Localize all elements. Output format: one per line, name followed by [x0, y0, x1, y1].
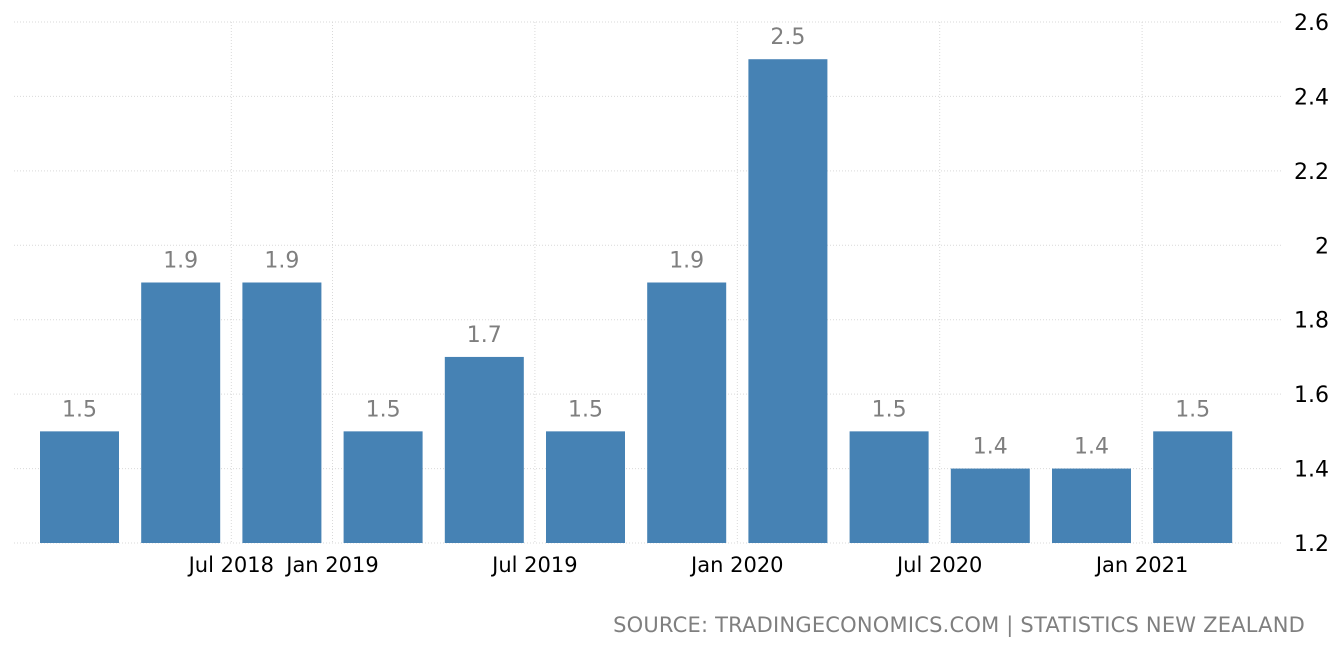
y-tick-label: 2.4: [1294, 85, 1329, 110]
bar-value-label: 1.7: [467, 323, 502, 348]
x-tick-label: Jan 2021: [1094, 553, 1189, 577]
y-tick-label: 2.6: [1294, 11, 1329, 36]
bars: [40, 59, 1233, 543]
bar-jul-2020: [950, 468, 1030, 543]
bar-jan-2021: [1153, 431, 1233, 543]
bar-oct-2020: [1052, 468, 1131, 543]
y-tick-label: 2: [1315, 234, 1329, 259]
bar-value-label: 2.5: [770, 25, 805, 50]
y-axis-tick-labels: 1.2 1.4 1.6 1.8 2 2.2 2.4 2.6: [1294, 11, 1329, 557]
bar-value-label: 1.5: [872, 397, 907, 422]
x-tick-label: Jul 2019: [490, 553, 577, 577]
x-axis-tick-labels: Jul 2018 Jan 2019 Jul 2019 Jan 2020 Jul 2020…: [187, 553, 1189, 577]
bar-value-label: 1.5: [62, 397, 97, 422]
y-tick-label: 1.2: [1294, 532, 1329, 557]
bar-jul-2019: [546, 431, 625, 543]
y-tick-label: 2.2: [1294, 160, 1329, 185]
bar-value-label: 1.5: [568, 397, 603, 422]
bar-value-label: 1.5: [1175, 397, 1210, 422]
bar-value-label: 1.9: [264, 249, 299, 274]
bar-jul-2018: [141, 282, 221, 543]
bar-value-label: 1.9: [669, 249, 704, 274]
bar-jan-2019: [343, 431, 423, 543]
bar-value-label: 1.5: [366, 397, 401, 422]
bar-apr-2020: [849, 431, 929, 543]
bar-jan-2020: [748, 59, 828, 543]
bar-oct-2019: [647, 282, 727, 543]
source-credit: SOURCE: TRADINGECONOMICS.COM | STATISTIC…: [613, 613, 1305, 637]
x-tick-label: Jul 2020: [895, 553, 982, 577]
bar-value-label: 1.4: [1074, 435, 1109, 460]
x-tick-label: Jan 2019: [284, 553, 379, 577]
bar-value-label: 1.4: [973, 435, 1008, 460]
value-labels: 1.5 1.9 1.9 1.5 1.7 1.5 1.9 2.5 1.5 1.4 1.4 1.5: [62, 25, 1210, 459]
y-tick-label: 1.4: [1294, 458, 1329, 483]
y-tick-label: 1.6: [1294, 383, 1329, 408]
bar-apr-2019: [444, 356, 524, 543]
bar-oct-2018: [242, 282, 322, 543]
x-tick-label: Jul 2018: [187, 553, 274, 577]
bar-apr-2018: [40, 431, 119, 543]
x-tick-label: Jan 2020: [689, 553, 784, 577]
bar-value-label: 1.9: [163, 249, 198, 274]
y-tick-label: 1.8: [1294, 309, 1329, 334]
